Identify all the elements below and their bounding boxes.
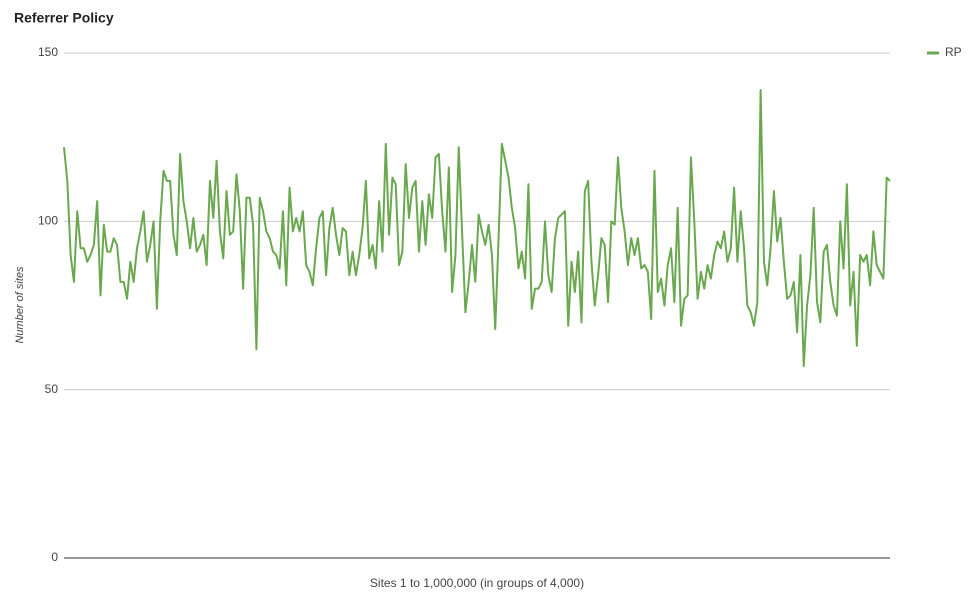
chart-title: Referrer Policy xyxy=(14,10,114,26)
y-tick-label: 0 xyxy=(51,550,58,564)
line xyxy=(63,89,891,368)
y-tick-label: 50 xyxy=(45,382,59,396)
y-axis-label: Number of sites xyxy=(14,266,26,344)
y-tick-label: 100 xyxy=(38,214,58,228)
x-axis-label: Sites 1 to 1,000,000 (in groups of 4,000… xyxy=(370,576,584,590)
legend-label: RP xyxy=(945,45,962,59)
y-tick-label: 150 xyxy=(38,45,58,59)
